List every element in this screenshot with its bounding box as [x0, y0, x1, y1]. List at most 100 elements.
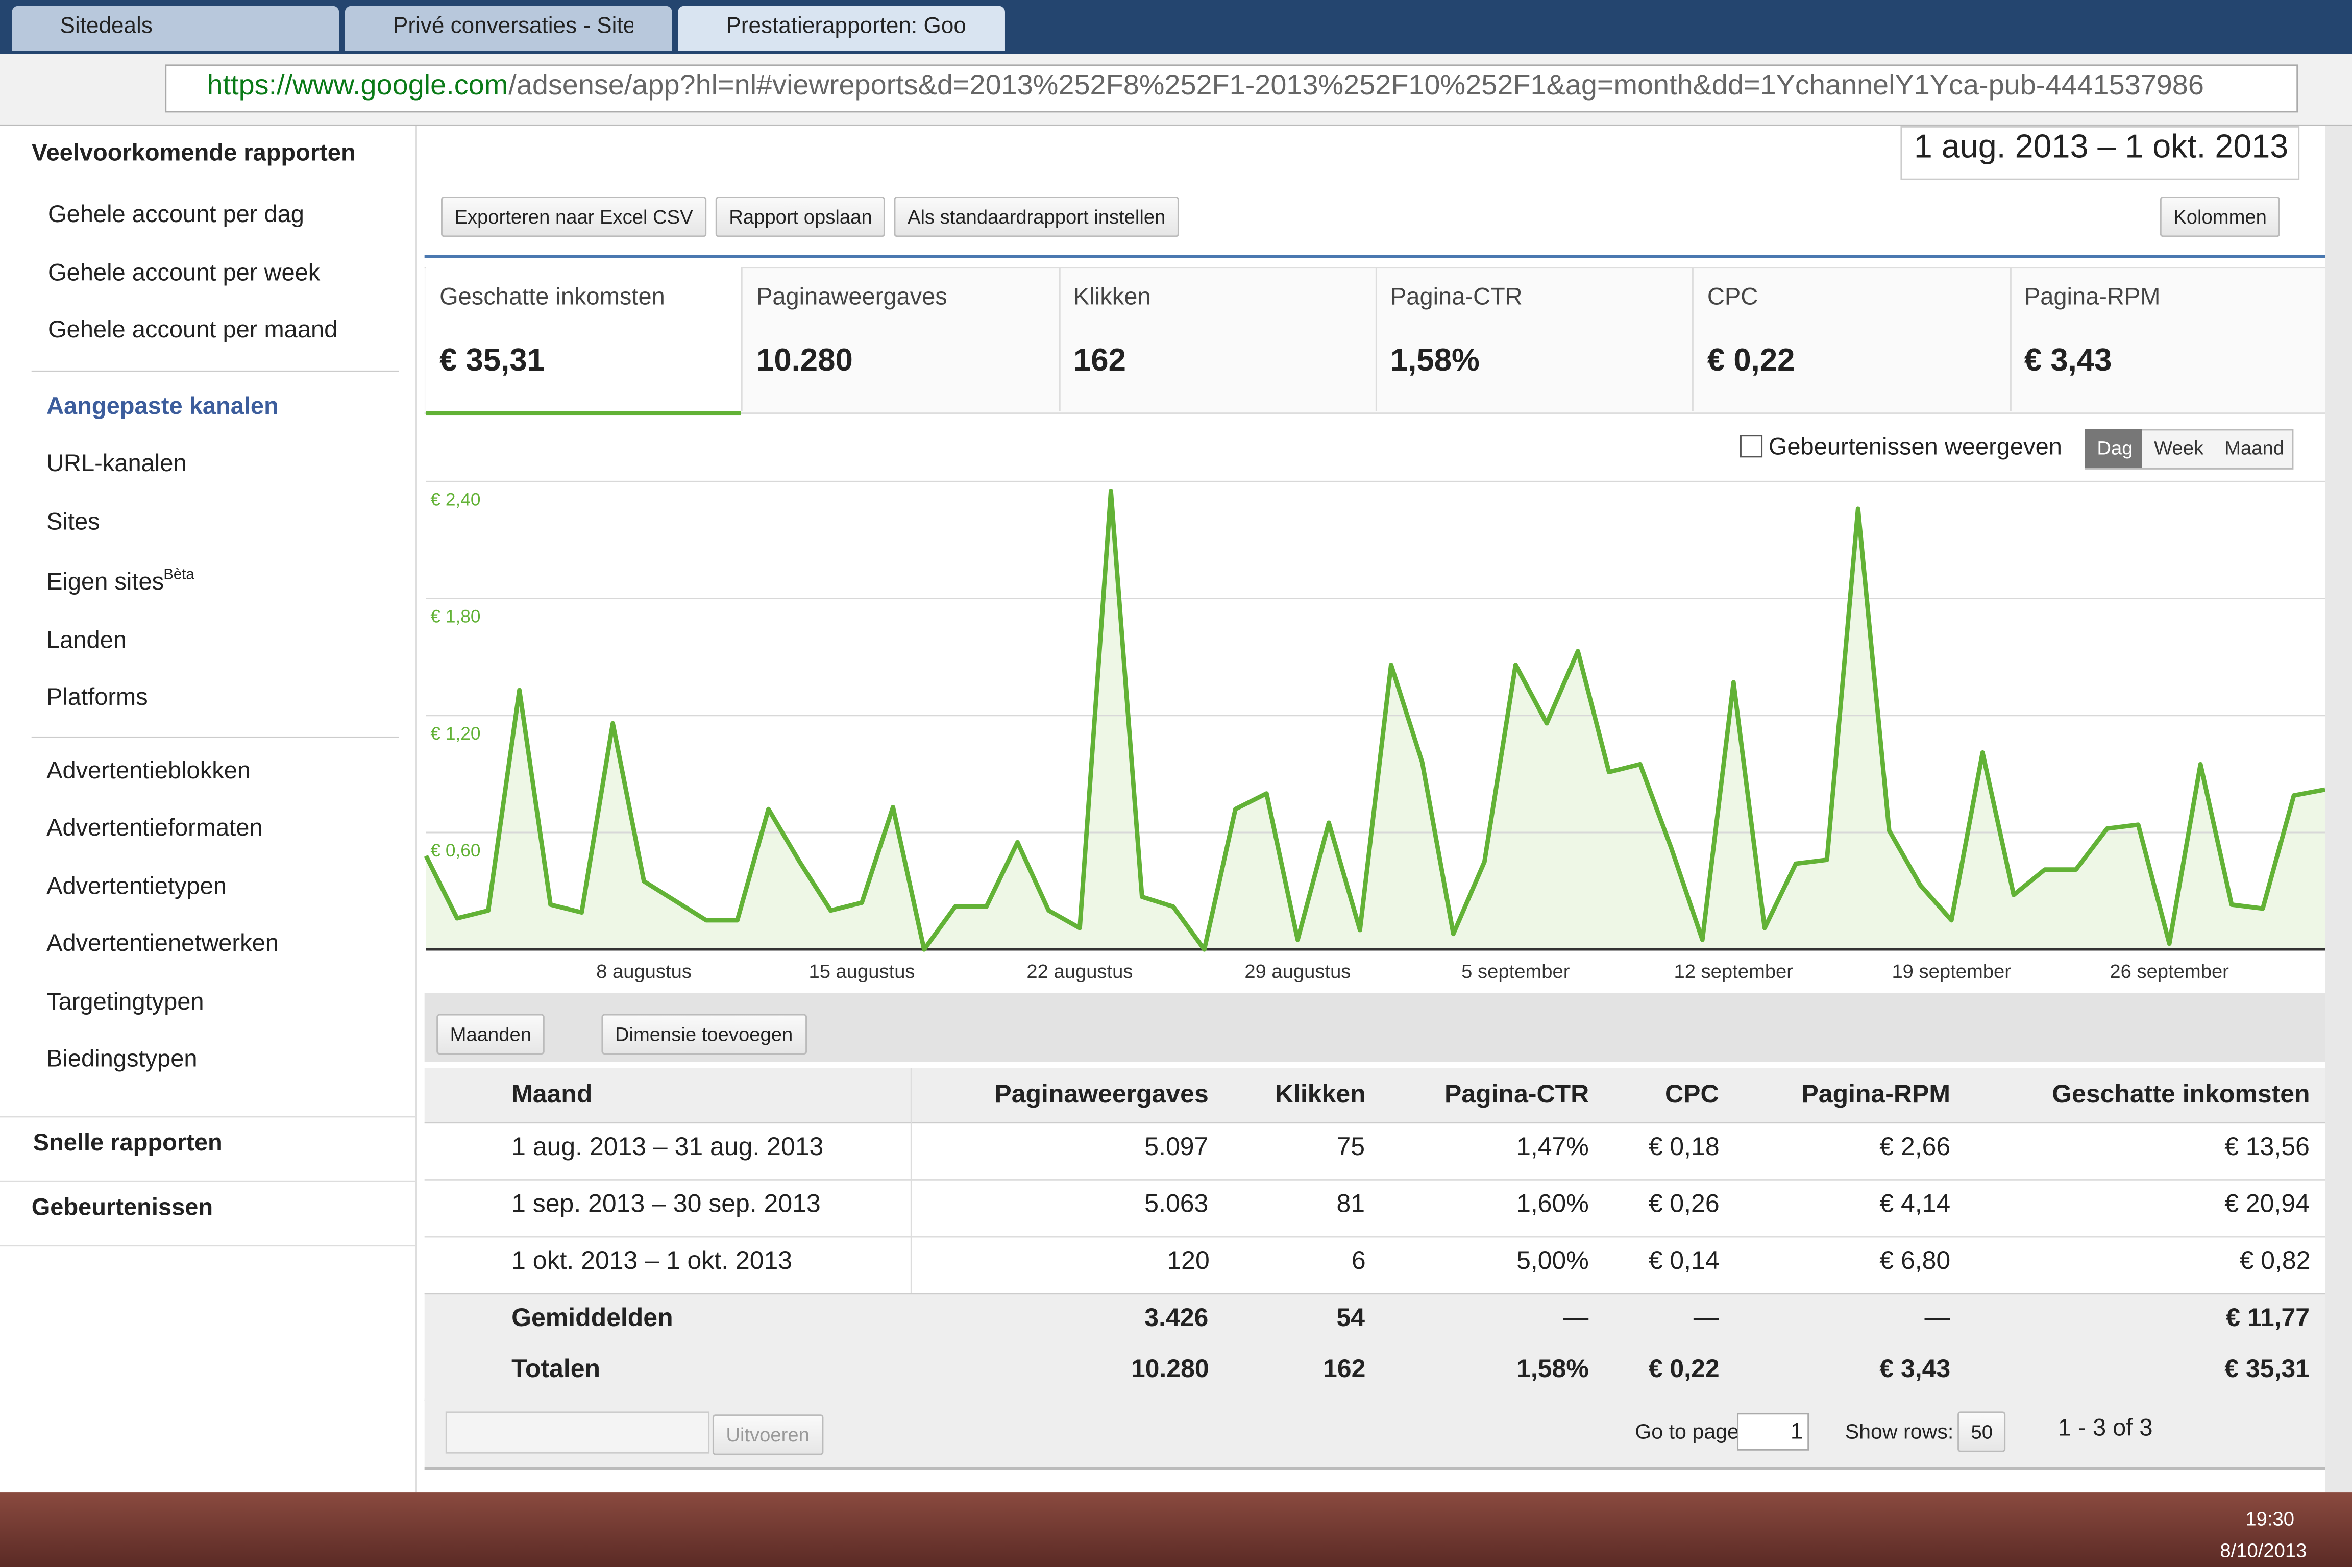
table-cell: € 0,14: [1648, 1246, 1720, 1275]
button[interactable]: Kolommen: [2160, 196, 2281, 237]
table-cell: Geschatte inkomsten: [2052, 1080, 2310, 1109]
sidebar-item[interactable]: Landen: [46, 627, 127, 653]
divider: [424, 255, 2325, 258]
period-active[interactable]: [2085, 429, 2142, 468]
separator: [31, 370, 399, 372]
table-cell: 10.280: [1131, 1354, 1209, 1383]
metric-divider: [1375, 267, 1377, 411]
button[interactable]: Als standaardrapport instellen: [894, 196, 1179, 237]
button[interactable]: Uitvoeren: [712, 1414, 823, 1455]
sidebar-item[interactable]: Eigen sites: [46, 570, 164, 596]
table-cell: € 35,31: [2224, 1354, 2310, 1383]
line: [424, 489, 2325, 952]
table-cell: € 0,82: [2239, 1246, 2311, 1275]
metric-label[interactable]: Pagina-CTR: [1390, 285, 1523, 311]
table-cell: 5.063: [1144, 1189, 1209, 1218]
tab[interactable]: [12, 6, 339, 51]
metric-value[interactable]: 162: [1073, 343, 1126, 378]
sidebar-heading[interactable]: Veelvoorkomende rapporten: [31, 141, 356, 167]
table-cell: Pagina-CTR: [1444, 1080, 1589, 1109]
separator: [0, 1245, 416, 1247]
x-tick-label: 26 september: [2110, 961, 2229, 983]
tab-title: Privé conversaties - Sitede: [393, 13, 633, 39]
sidebar-item[interactable]: URL-kanalen: [46, 451, 187, 477]
x-tick-label: 19 september: [1892, 961, 2011, 983]
table-cell: Totalen: [511, 1354, 601, 1383]
table-cell: —: [1693, 1303, 1719, 1332]
sidebar-item[interactable]: Advertentienetwerken: [46, 932, 279, 958]
sidebar-section[interactable]: Aangepaste kanalen: [46, 394, 279, 420]
omnibox[interactable]: [165, 64, 2298, 113]
sidebar-item[interactable]: Gehele account per week: [48, 260, 321, 286]
x-tick-label: 12 september: [1674, 961, 1794, 983]
table-cell: 6: [1351, 1246, 1366, 1275]
tab[interactable]: [678, 6, 1005, 51]
metric-divider: [1058, 267, 1060, 411]
table-cell: € 4,14: [1879, 1189, 1951, 1218]
button[interactable]: Exporteren naar Excel CSV: [441, 196, 707, 237]
x-tick-label: 22 augustus: [1026, 961, 1133, 983]
metric-bar: [424, 267, 2325, 414]
metric-value[interactable]: 1,58%: [1390, 343, 1480, 378]
table-cell: 75: [1336, 1132, 1365, 1161]
y-tick-label: € 1,20: [430, 724, 480, 744]
table-cell: € 2,66: [1879, 1132, 1951, 1161]
sidebar-item[interactable]: Gehele account per dag: [48, 202, 304, 228]
table-cell: 120: [1167, 1246, 1210, 1275]
metric-label[interactable]: Klikken: [1073, 285, 1151, 311]
button[interactable]: Rapport opslaan: [715, 196, 886, 237]
table-cell: € 6,80: [1879, 1246, 1951, 1275]
sidebar-item[interactable]: Advertentietypen: [46, 874, 227, 900]
dropdown[interactable]: Maanden: [436, 1014, 545, 1055]
table-cell: € 0,26: [1648, 1189, 1720, 1218]
sidebar-quick[interactable]: Snelle rapporten: [33, 1131, 223, 1157]
search-input[interactable]: [445, 1411, 710, 1454]
sidebar-events[interactable]: Gebeurtenissen: [31, 1195, 213, 1221]
sidebar-item[interactable]: Targetingtypen: [46, 989, 204, 1015]
table-summary-bg: [424, 1293, 2325, 1401]
metric-value[interactable]: € 0,22: [1707, 343, 1795, 378]
metric-label[interactable]: CPC: [1707, 285, 1758, 311]
table-cell: Pagina-RPM: [1801, 1080, 1950, 1109]
metric-selected[interactable]: [426, 267, 741, 416]
sidebar-item[interactable]: Gehele account per maand: [48, 318, 338, 344]
metric-value[interactable]: € 3,43: [2024, 343, 2112, 378]
table-cell: € 20,94: [2224, 1189, 2310, 1218]
table-cell: € 13,56: [2224, 1132, 2310, 1161]
table-cell: 1,58%: [1516, 1354, 1589, 1383]
tab[interactable]: [345, 6, 672, 51]
dropdown[interactable]: 50: [1957, 1411, 2006, 1452]
metric-label[interactable]: Paginaweergaves: [756, 285, 947, 311]
sidebar-item[interactable]: Biedingstypen: [46, 1047, 198, 1073]
sidebar-item[interactable]: Platforms: [46, 685, 148, 711]
url-host: https://www.google.com: [207, 70, 508, 102]
row-line: [424, 1236, 2325, 1238]
table-cell: 3.426: [1144, 1303, 1209, 1332]
dropdown[interactable]: Dimensie toevoegen: [601, 1014, 806, 1055]
url-path: /adsense/app?hl=nl#viewreports&d=2013%25…: [508, 70, 2204, 102]
table-cell: 1 sep. 2013 – 30 sep. 2013: [511, 1189, 821, 1218]
metric-divider: [741, 267, 743, 411]
metric-value[interactable]: 10.280: [756, 343, 853, 378]
area: [426, 491, 2325, 950]
period-button[interactable]: Week: [2154, 436, 2204, 459]
table-cell: 5.097: [1144, 1132, 1209, 1161]
checkbox[interactable]: [1739, 435, 1763, 458]
period-button[interactable]: Dag: [2097, 436, 2133, 459]
period-button[interactable]: Maand: [2224, 436, 2285, 459]
scrollbar[interactable]: [2325, 126, 2352, 1493]
table-cell: 162: [1323, 1354, 1366, 1383]
date-range[interactable]: 1 aug. 2013 – 1 okt. 2013: [1900, 126, 2300, 180]
sidebar-item[interactable]: Advertentieblokken: [46, 759, 251, 785]
metric-value[interactable]: € 35,31: [439, 343, 545, 378]
metric-label[interactable]: Geschatte inkomsten: [439, 285, 665, 311]
sidebar-item[interactable]: Sites: [46, 509, 100, 535]
table-cell: € 11,77: [2226, 1303, 2310, 1332]
sidebar-item[interactable]: Advertentieformaten: [46, 816, 263, 842]
metric-label[interactable]: Pagina-RPM: [2024, 285, 2161, 311]
separator: [31, 736, 399, 738]
tab-title: Sitedeals: [60, 13, 153, 39]
events-label[interactable]: Gebeurtenissen weergeven: [1768, 435, 2062, 461]
